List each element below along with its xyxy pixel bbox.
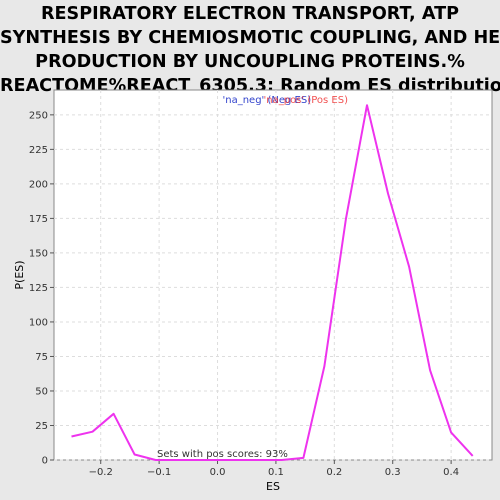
y-tick-label: 225 — [29, 145, 48, 156]
x-tick-label: −0.2 — [89, 467, 113, 478]
x-tick-label: 0.0 — [210, 467, 226, 478]
y-tick-label: 150 — [29, 248, 48, 259]
legend-entry-na-neg: 'na_neg' (Neg ES) — [223, 95, 312, 106]
y-tick-label: 0 — [42, 456, 48, 467]
es-distribution-line — [71, 104, 474, 461]
y-tick-label: 100 — [29, 317, 48, 328]
y-tick-label: 175 — [29, 214, 48, 225]
y-tick-label: 25 — [35, 421, 48, 432]
grid — [54, 90, 492, 461]
y-tick-label: 250 — [29, 110, 48, 121]
x-tick-label: 0.1 — [268, 467, 284, 478]
y-tick-label: 50 — [35, 386, 48, 397]
chart-title-line: SYNTHESIS BY CHEMIOSMOTIC COUPLING, AND … — [0, 28, 500, 48]
pos-scores-annotation: Sets with pos scores: 93% — [157, 449, 288, 460]
x-axis-label: ES — [266, 480, 280, 493]
chart-title-line: RESPIRATORY ELECTRON TRANSPORT, ATP — [40, 4, 459, 24]
y-tick-label: 200 — [29, 179, 48, 190]
y-tick-label: 75 — [35, 352, 48, 363]
x-tick-label: 0.2 — [326, 467, 342, 478]
x-tick-label: 0.3 — [385, 467, 401, 478]
plot-area — [53, 89, 493, 461]
y-tick-label: 125 — [29, 283, 48, 294]
series — [71, 104, 474, 461]
legend-entry-na-pos: 'na_pos' (Pos ES) — [264, 95, 349, 106]
y-axis-label: P(ES) — [13, 260, 26, 289]
axes: 0 25 50 75 100 125 150 175 200 225 250 −0.2 −0.1 0.0 0… — [29, 110, 459, 478]
x-tick-label: 0.4 — [443, 467, 459, 478]
chart-title-line: PRODUCTION BY UNCOUPLING PROTEINS.% — [35, 52, 465, 72]
x-tick-label: −0.1 — [147, 467, 171, 478]
